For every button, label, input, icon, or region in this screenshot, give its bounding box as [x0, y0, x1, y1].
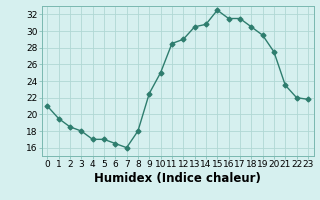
X-axis label: Humidex (Indice chaleur): Humidex (Indice chaleur): [94, 172, 261, 185]
